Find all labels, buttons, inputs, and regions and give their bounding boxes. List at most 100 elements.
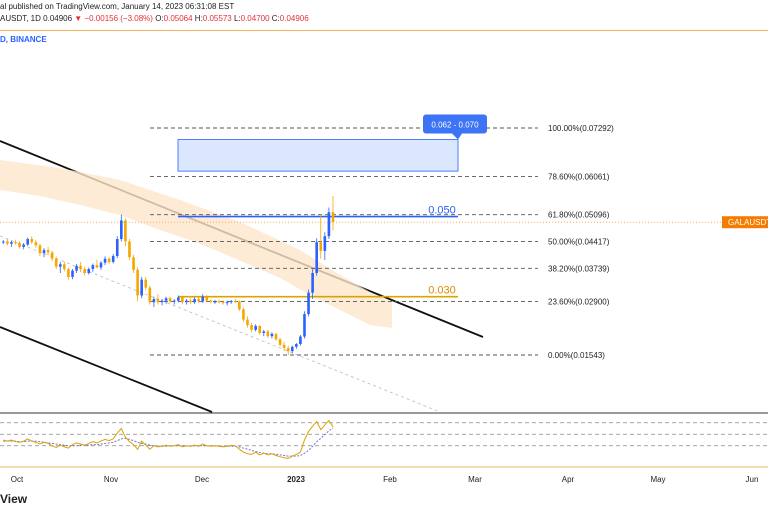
brand-logo: View — [0, 492, 28, 506]
candle-body-80 — [327, 212, 331, 237]
candle-body-50 — [205, 296, 209, 301]
candle-body-45 — [185, 300, 188, 303]
symbol-price-tag-label: GALAUSDT — [728, 218, 768, 227]
close-value: 0.04906 — [279, 14, 309, 23]
candle-body-1 — [6, 241, 9, 244]
candle-body-79 — [323, 236, 327, 251]
candle-body-59 — [242, 309, 245, 320]
candle-body-26 — [107, 258, 111, 262]
open-value: 0.05064 — [163, 14, 193, 23]
candle-body-27 — [111, 256, 115, 262]
candle-body-17 — [71, 270, 74, 277]
candle-body-15 — [63, 264, 66, 270]
candle-body-47 — [193, 299, 196, 303]
candle-body-62 — [254, 325, 257, 330]
target-zone-tag — [423, 114, 487, 134]
target-zone-tag-pointer — [452, 133, 462, 140]
candle-body-33 — [136, 269, 139, 296]
trendline-lower — [0, 326, 213, 413]
candle-body-20 — [83, 269, 86, 273]
candle-body-72 — [295, 344, 298, 347]
publish-line: al published on TradingView.com, January… — [0, 2, 235, 11]
close-label: C: — [271, 14, 280, 23]
candle-body-67 — [274, 333, 278, 340]
x-tick-2: Dec — [195, 475, 209, 484]
x-tick-5: Mar — [468, 475, 482, 484]
candle-body-7 — [30, 239, 34, 243]
candle-body-30 — [124, 220, 127, 242]
candle-body-21 — [87, 269, 91, 273]
candle-body-32 — [132, 257, 135, 270]
candle-body-78 — [319, 242, 323, 251]
high-value: 0.05573 — [202, 14, 232, 23]
candle-body-25 — [103, 258, 107, 263]
indicator-rsi-line — [3, 419, 334, 459]
candle-body-54 — [221, 302, 225, 304]
candle-body-39 — [160, 300, 164, 303]
candle-body-75 — [307, 292, 310, 315]
candle-body-43 — [177, 297, 180, 301]
candle-body-58 — [238, 301, 241, 310]
candle-body-63 — [258, 325, 262, 334]
candle-body-76 — [311, 272, 314, 293]
x-tick-7: May — [650, 475, 665, 484]
candle-body-68 — [278, 339, 282, 345]
candle-body-73 — [299, 336, 302, 345]
candle-body-55 — [225, 302, 229, 304]
candle-body-64 — [262, 331, 266, 334]
ohlc-line: AUSDT, 1D 0.04906 ▼ −0.00156 (−3.08%) O:… — [0, 14, 309, 23]
ichimoku-cloud — [0, 160, 392, 328]
candle-body-40 — [164, 298, 168, 301]
candle-body-46 — [189, 300, 192, 303]
candle-body-34 — [140, 279, 143, 296]
target-zone-box — [177, 139, 459, 172]
fib-label-5: 38.20%(0.03739) — [548, 264, 610, 273]
candle-body-66 — [270, 333, 274, 337]
candle-body-3 — [14, 242, 17, 244]
low-value: 0.04700 — [240, 14, 270, 23]
candle-body-74 — [303, 314, 306, 337]
indicator-signal-line — [3, 427, 334, 457]
x-tick-0: Oct — [11, 475, 24, 484]
chart-header: al published on TradingView.com, January… — [0, 0, 768, 31]
x-tick-6: Apr — [562, 475, 575, 484]
candle-body-36 — [148, 287, 152, 303]
fib-label-6: 23.60%(0.02900) — [548, 297, 610, 306]
last-price: 0.04906 — [43, 14, 73, 23]
candle-body-56 — [229, 301, 233, 303]
candle-body-53 — [217, 301, 221, 303]
candle-body-60 — [246, 319, 249, 326]
fib-label-2: 78.60%(0.06061) — [548, 173, 610, 182]
target-zone-label: 0.062 - 0.070 — [431, 121, 479, 130]
fib-label-4: 50.00%(0.04417) — [548, 238, 610, 247]
candle-body-44 — [181, 297, 184, 303]
candle-body-23 — [95, 265, 99, 268]
fib-label-7: 0.00%(0.01543) — [548, 351, 605, 360]
candle-body-2 — [10, 242, 13, 244]
candle-body-52 — [213, 301, 217, 303]
candle-body-12 — [50, 252, 54, 259]
candle-body-19 — [79, 265, 82, 270]
exchange-label: D, BINANCE — [0, 35, 47, 44]
candle-body-8 — [34, 242, 38, 246]
candle-body-13 — [54, 258, 58, 267]
candle-body-65 — [266, 331, 270, 337]
candle-body-31 — [128, 241, 131, 258]
fib-label-1: 100.00%(0.07292) — [548, 124, 614, 133]
candle-body-41 — [168, 298, 172, 302]
price-change: −0.00156 (−3.08%) — [84, 14, 153, 23]
level-label-0: 0.050 — [428, 205, 456, 217]
candle-body-37 — [152, 299, 156, 303]
candle-body-49 — [201, 296, 205, 302]
candle-body-9 — [38, 245, 42, 254]
candle-body-61 — [250, 325, 253, 330]
candle-body-77 — [315, 242, 318, 273]
high-label: H: — [194, 14, 203, 23]
open-label: O: — [155, 14, 164, 23]
candle-body-16 — [67, 269, 70, 277]
candle-body-5 — [22, 244, 25, 247]
candle-body-69 — [282, 344, 286, 349]
candle-body-24 — [99, 262, 103, 268]
fib-label-3: 61.80%(0.05096) — [548, 211, 610, 220]
